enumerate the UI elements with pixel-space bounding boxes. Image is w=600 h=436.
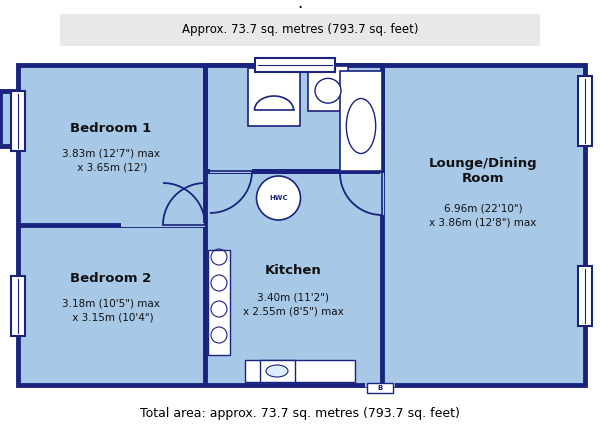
Bar bbox=[578, 76, 592, 146]
Text: Bedroom 1: Bedroom 1 bbox=[70, 122, 152, 134]
Text: Total area: approx. 73.7 sq. metres (793.7 sq. feet): Total area: approx. 73.7 sq. metres (793… bbox=[140, 408, 460, 420]
Bar bbox=[367, 383, 393, 393]
Ellipse shape bbox=[315, 78, 341, 103]
Ellipse shape bbox=[346, 99, 376, 153]
Bar bbox=[365, 383, 395, 387]
Text: ·: · bbox=[298, 0, 302, 17]
Text: 3.83m (12'7") max
 x 3.65m (12'): 3.83m (12'7") max x 3.65m (12') bbox=[62, 149, 160, 173]
Text: 3.40m (11'2")
x 2.55m (8'5") max: 3.40m (11'2") x 2.55m (8'5") max bbox=[242, 292, 343, 316]
Bar bbox=[208, 250, 230, 355]
Text: 6.96m (22'10")
x 3.86m (12'8") max: 6.96m (22'10") x 3.86m (12'8") max bbox=[430, 204, 536, 228]
Bar bbox=[205, 65, 382, 171]
Text: Kitchen: Kitchen bbox=[265, 265, 322, 277]
Bar bbox=[163, 223, 205, 227]
Bar bbox=[248, 68, 300, 126]
Bar bbox=[308, 66, 348, 111]
Bar bbox=[578, 266, 592, 326]
Text: Bedroom 2: Bedroom 2 bbox=[70, 272, 152, 285]
Bar bbox=[60, 14, 540, 46]
Circle shape bbox=[257, 176, 301, 220]
Bar bbox=[11, 276, 25, 336]
Text: Approx. 73.7 sq. metres (793.7 sq. feet): Approx. 73.7 sq. metres (793.7 sq. feet) bbox=[182, 24, 418, 37]
Bar bbox=[340, 71, 382, 171]
Bar bbox=[380, 173, 384, 215]
Text: HWC: HWC bbox=[269, 195, 288, 201]
Text: 3.18m (10'5") max
 x 3.15m (10'4"): 3.18m (10'5") max x 3.15m (10'4") bbox=[62, 299, 160, 323]
Bar bbox=[210, 169, 252, 173]
Bar bbox=[18, 65, 585, 385]
Bar bbox=[260, 360, 295, 382]
Text: B: B bbox=[377, 385, 383, 391]
Bar bbox=[11, 91, 25, 151]
Bar bbox=[0, 91, 18, 146]
Bar bbox=[255, 58, 335, 72]
Ellipse shape bbox=[266, 365, 288, 377]
Bar bbox=[121, 223, 163, 227]
Bar bbox=[245, 360, 355, 382]
Text: Lounge/Dining
Room: Lounge/Dining Room bbox=[428, 157, 538, 185]
